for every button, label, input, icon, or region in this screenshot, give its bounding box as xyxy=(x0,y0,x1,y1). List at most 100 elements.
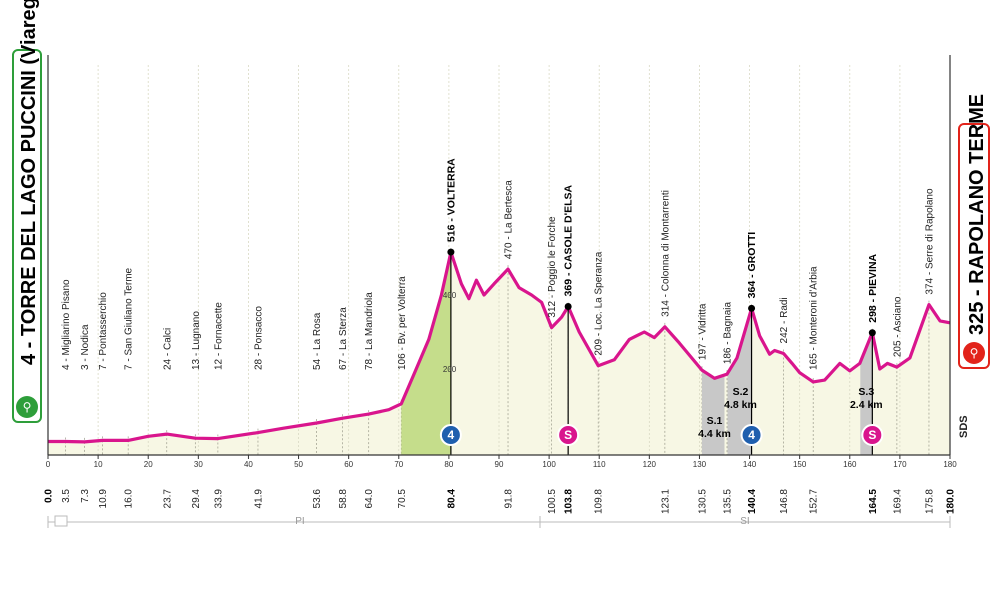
km-distance-label: 103.8 xyxy=(564,489,575,514)
km-distance-label: 0.0 xyxy=(44,489,55,503)
km-distance-label: 16.0 xyxy=(124,489,135,509)
town-label: 314 - Colonna di Montarrenti xyxy=(660,190,671,317)
finish-bike-glyph: ⚲ xyxy=(970,346,979,360)
x-tick-label: 80 xyxy=(444,460,453,469)
gravel-sector-length: 4.4 km xyxy=(698,428,731,440)
town-label: 7 - San Giuliano Terme xyxy=(124,267,135,370)
province-strip: PI SI xyxy=(47,515,951,528)
town-label: 364 - GROTTI xyxy=(746,232,758,299)
x-tick-label: 90 xyxy=(495,460,504,469)
x-tick-label: 10 xyxy=(94,460,103,469)
finish-label: 325 - RAPOLANO TERME xyxy=(966,94,988,335)
town-label: 7 - Pontasserchio xyxy=(98,292,109,370)
km-distance-label: 135.5 xyxy=(723,489,734,514)
gravel-sector-name: S.1 xyxy=(707,415,723,427)
km-distance-label: 164.5 xyxy=(868,489,879,514)
axis-layer: 200 400 0 10 20 30 40 50 60 70 80 90 100 110 120 130 140… xyxy=(46,55,957,469)
x-tick-label: 20 xyxy=(144,460,153,469)
sprint-label: S xyxy=(868,428,876,442)
town-label: 165 - Monteroni d'Arbia xyxy=(809,266,820,370)
gridlines-layer xyxy=(65,65,930,455)
x-tick-label: 150 xyxy=(793,460,807,469)
x-tick-label: 70 xyxy=(394,460,403,469)
town-label: 242 - Radi xyxy=(779,297,790,343)
x-tick-label: 30 xyxy=(194,460,203,469)
town-label: 106 - Bv. per Volterra xyxy=(397,276,408,370)
km-distance-label: 91.8 xyxy=(504,489,515,509)
x-tick-label: 160 xyxy=(843,460,857,469)
kom-category-label: 4 xyxy=(448,428,455,442)
town-label: 516 - VOLTERRA xyxy=(445,158,457,242)
town-label: 298 - PIEVINA xyxy=(867,253,879,322)
town-label: 470 - La Bertesca xyxy=(504,180,515,259)
town-label: 4 - Migliarino Pisano xyxy=(61,279,72,370)
start-box: 4 - TORRE DEL LAGO PUCCINI (Viareggio) ⚲ xyxy=(12,0,42,423)
town-label: 3 - Nodica xyxy=(80,324,91,370)
town-label: 186 - Bagnaia xyxy=(723,301,734,364)
km-distance-label: 10.9 xyxy=(98,489,109,509)
x-tick-label: 50 xyxy=(294,460,303,469)
x-tick-label: 170 xyxy=(893,460,907,469)
province-pi: PI xyxy=(295,516,304,527)
km-distance-label: 80.4 xyxy=(446,489,457,509)
town-label: 312 - Poggio le Forche xyxy=(547,216,558,318)
km-distance-label: 140.4 xyxy=(747,489,758,514)
km-distance-label: 41.9 xyxy=(253,489,264,509)
km-distance-label: 180.0 xyxy=(946,489,957,514)
km-distance-label: 70.5 xyxy=(397,489,408,509)
km-distance-label: 169.4 xyxy=(892,489,903,514)
km-distance-label: 23.7 xyxy=(162,489,173,509)
kom-marker xyxy=(439,424,462,446)
town-label: 78 - La Mandriola xyxy=(364,292,375,370)
km-distance-label: 109.8 xyxy=(594,489,605,514)
finish-cyclist-icon xyxy=(963,342,985,364)
markers-layer: 4 4 S S xyxy=(439,248,884,455)
start-label: 4 - TORRE DEL LAGO PUCCINI (Viareggio) xyxy=(18,0,40,365)
town-label: 369 - CASOLE D'ELSA xyxy=(563,184,575,296)
gravel-sector-length: 4.8 km xyxy=(724,399,757,411)
km-distance-label: 146.8 xyxy=(779,489,790,514)
sprint-marker xyxy=(861,424,884,446)
x-tick-label: 110 xyxy=(593,460,606,469)
x-tick-label: 60 xyxy=(344,460,353,469)
finish-box: 325 - RAPOLANO TERME ⚲ xyxy=(958,94,990,369)
town-label: 374 - Serre di Rapolano xyxy=(924,188,935,295)
x-tick-label: 130 xyxy=(693,460,707,469)
x-tick-label: 120 xyxy=(643,460,657,469)
km-distance-label: 130.5 xyxy=(697,489,708,514)
town-label: 13 - Lugnano xyxy=(191,311,202,370)
start-bike-glyph: ⚲ xyxy=(23,400,32,414)
town-label: 67 - La Sterza xyxy=(338,307,349,370)
km-distance-label: 53.6 xyxy=(312,489,323,509)
town-label: 24 - Calci xyxy=(162,328,173,370)
gravel-sector-name: S.3 xyxy=(858,386,874,398)
x-tick-label: 140 xyxy=(743,460,757,469)
gravel-sector-area xyxy=(701,252,725,455)
km-distance-label: 29.4 xyxy=(191,489,202,509)
profile-line xyxy=(48,250,951,444)
town-label: 12 - Fornacette xyxy=(213,302,224,370)
x-tick-label: 0 xyxy=(46,460,51,469)
kom-category-label: 4 xyxy=(748,428,755,442)
sprint-label: S xyxy=(564,428,572,442)
town-label: 209 - Loc. La Speranza xyxy=(594,251,605,355)
profile-layer xyxy=(48,250,951,444)
x-tick-label: 180 xyxy=(943,460,957,469)
gravel-sector-name: S.2 xyxy=(733,386,749,398)
town-label: 54 - La Rosa xyxy=(312,312,323,370)
km-distance-label: 64.0 xyxy=(364,489,375,509)
town-label: 28 - Ponsacco xyxy=(253,306,264,370)
km-distance-label: 152.7 xyxy=(809,489,820,514)
altitude-tick-label: 400 xyxy=(443,291,457,300)
km-distance-label: 123.1 xyxy=(660,489,671,514)
brand-logo: SDS xyxy=(958,415,970,438)
km-distance-label: 3.5 xyxy=(61,489,72,503)
km-distance-label: 100.5 xyxy=(547,489,558,514)
sprint-marker xyxy=(557,424,580,446)
town-label: 205 - Asciano xyxy=(892,296,903,357)
gravel-sector-length: 2.4 km xyxy=(850,399,883,411)
labels-layer: 0.0 3.5 4 - Migliarino Pisano 7.3 3 - Nodica… xyxy=(44,158,957,514)
province-si: SI xyxy=(740,516,749,527)
x-tick-label: 40 xyxy=(244,460,253,469)
